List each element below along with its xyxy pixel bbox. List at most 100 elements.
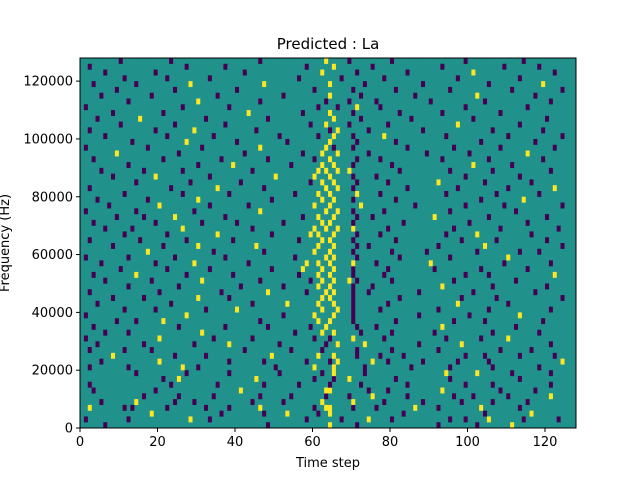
heatmap-cell <box>366 289 371 296</box>
heatmap-cell <box>107 202 112 209</box>
heatmap-cell <box>413 202 418 209</box>
heatmap-cell <box>525 219 530 226</box>
heatmap-cell <box>370 393 375 400</box>
heatmap-cell <box>529 231 534 238</box>
heatmap-cell <box>316 231 321 238</box>
heatmap-cell <box>254 127 259 134</box>
heatmap-cell <box>440 283 445 290</box>
heatmap-cell <box>362 364 367 371</box>
heatmap-cell <box>316 318 321 325</box>
x-axis-label: Time step <box>295 456 360 471</box>
heatmap-cell <box>312 173 317 180</box>
heatmap-cell <box>157 358 162 365</box>
heatmap-cell <box>432 266 437 273</box>
heatmap-cell <box>386 121 391 128</box>
heatmap-cell <box>328 260 333 267</box>
heatmap-cell <box>262 381 267 388</box>
heatmap-cell <box>475 231 480 238</box>
heatmap-cell <box>525 266 530 273</box>
heatmap-cells <box>83 58 565 429</box>
heatmap-cell <box>506 335 511 342</box>
heatmap-cell <box>328 219 333 226</box>
heatmap-cell <box>351 133 356 140</box>
heatmap-cell <box>250 167 255 174</box>
heatmap-cell <box>390 58 395 64</box>
heatmap-cell <box>169 58 174 64</box>
heatmap-cell <box>436 243 441 249</box>
heatmap-cell <box>362 370 367 377</box>
heatmap-cell <box>432 214 437 221</box>
heatmap-cell <box>537 364 542 371</box>
heatmap-cell <box>231 162 236 168</box>
heatmap-cell <box>331 352 336 359</box>
heatmap-cell <box>204 306 209 313</box>
heatmap-cell <box>134 271 139 278</box>
heatmap-cell <box>320 329 325 336</box>
heatmap-cell <box>421 127 426 134</box>
heatmap-cell <box>114 150 119 157</box>
heatmap-cell <box>455 358 460 365</box>
heatmap-cell <box>366 387 371 394</box>
heatmap-cell <box>366 150 371 157</box>
heatmap-cell <box>328 190 333 197</box>
heatmap-cell <box>281 312 286 319</box>
heatmap-cell <box>467 219 472 226</box>
heatmap-cell <box>355 422 360 429</box>
heatmap-cell <box>188 416 193 423</box>
heatmap-cell <box>347 375 352 382</box>
heatmap-cell <box>91 81 96 88</box>
heatmap-cell <box>382 133 387 140</box>
heatmap-cell <box>452 393 457 400</box>
heatmap-cell <box>328 410 333 417</box>
heatmap-cell <box>161 243 166 249</box>
heatmap-cell <box>463 202 468 209</box>
heatmap-cell <box>328 173 333 180</box>
heatmap-cell <box>196 295 201 301</box>
heatmap-cell <box>533 387 538 394</box>
heatmap-cell <box>200 277 205 284</box>
heatmap-cell <box>165 266 170 273</box>
heatmap-cell <box>359 381 364 388</box>
heatmap-cell <box>386 266 391 273</box>
heatmap-cell <box>331 254 336 261</box>
heatmap-cell <box>459 341 464 348</box>
heatmap-cell <box>111 295 116 301</box>
heatmap-cell <box>347 58 352 64</box>
heatmap-cell <box>397 167 402 174</box>
heatmap-cell <box>176 393 181 400</box>
heatmap-cell <box>215 92 220 99</box>
heatmap-cell <box>421 358 426 365</box>
heatmap-cell <box>517 248 522 255</box>
heatmap-cell <box>440 63 445 70</box>
heatmap-cell <box>490 283 495 290</box>
heatmap-cell <box>490 399 495 406</box>
heatmap-cell <box>428 98 433 105</box>
heatmap-cell <box>207 75 212 82</box>
heatmap-cell <box>180 190 185 197</box>
heatmap-cell <box>145 248 150 255</box>
heatmap-cell <box>339 416 344 423</box>
heatmap-cell <box>308 121 313 128</box>
heatmap-cell <box>483 352 488 359</box>
heatmap-cell <box>250 225 255 232</box>
heatmap-cell <box>355 277 360 284</box>
heatmap-cell <box>401 352 406 359</box>
heatmap-cell <box>545 237 550 244</box>
heatmap-cell <box>436 347 441 353</box>
heatmap-cell <box>235 219 240 226</box>
heatmap-cell <box>111 110 116 116</box>
heatmap-cell <box>351 283 356 290</box>
heatmap-cell <box>99 167 104 174</box>
heatmap-cell <box>134 208 139 215</box>
heatmap-cell <box>169 300 174 307</box>
heatmap-cell <box>328 318 333 325</box>
heatmap-cell <box>331 364 336 371</box>
heatmap-cell <box>359 202 364 209</box>
heatmap-cell <box>397 295 402 301</box>
heatmap-cell <box>262 358 267 365</box>
heatmap-cell <box>320 196 325 203</box>
heatmap-cell <box>552 185 557 192</box>
heatmap-cell <box>269 231 274 238</box>
heatmap-cell <box>486 156 491 163</box>
